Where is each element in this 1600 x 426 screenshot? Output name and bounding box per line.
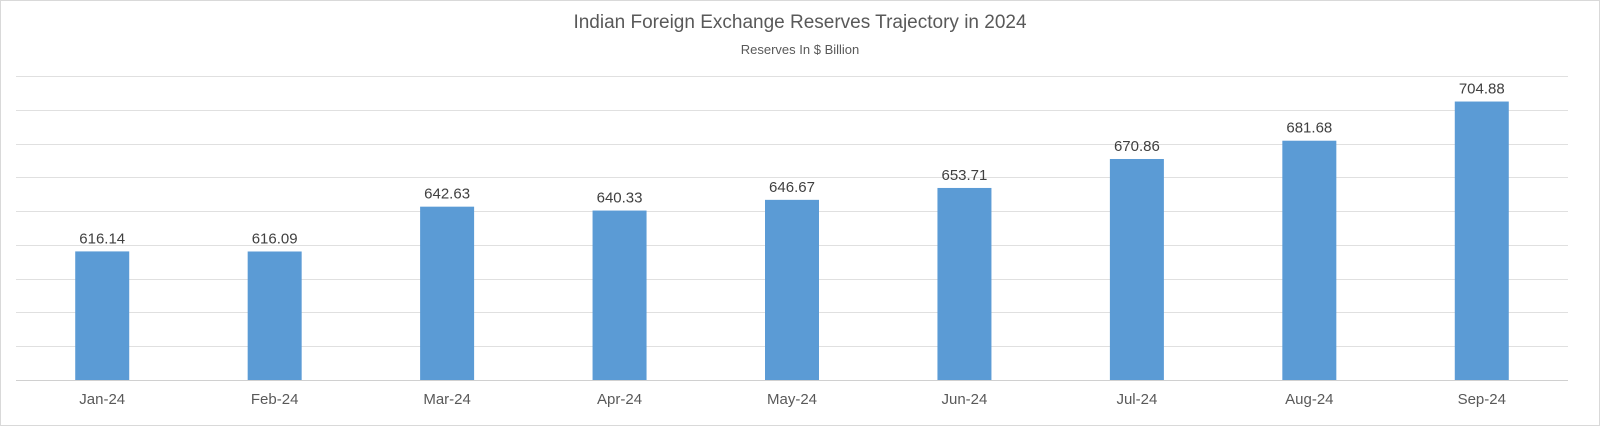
bar-jun-24 — [937, 187, 992, 380]
bar-sep-24 — [1454, 101, 1509, 380]
data-label-sep-24: 704.88 — [1459, 81, 1505, 98]
x-tick-label-jul-24: Jul-24 — [1116, 391, 1157, 408]
bar-aug-24 — [1282, 140, 1337, 380]
x-tick-label-feb-24: Feb-24 — [251, 391, 299, 408]
data-labels: 616.14 616.09 642.63 640.33 646.67 653.71 670.… — [79, 81, 1504, 248]
data-label-aug-24: 681.68 — [1286, 120, 1332, 137]
data-label-apr-24: 640.33 — [597, 190, 643, 207]
x-tick-label-aug-24: Aug-24 — [1285, 391, 1333, 408]
x-tick-label-mar-24: Mar-24 — [423, 391, 471, 408]
bar-feb-24 — [247, 251, 302, 380]
chart-subtitle: Reserves In $ Billion — [740, 42, 860, 57]
bar-mar-24 — [420, 206, 475, 380]
data-label-jul-24: 670.86 — [1114, 138, 1160, 155]
x-tick-label-jan-24: Jan-24 — [79, 391, 125, 408]
data-label-jun-24: 653.71 — [941, 167, 987, 184]
chart-title: Indian Foreign Exchange Reserves Traject… — [573, 12, 1027, 33]
bar-jan-24 — [75, 251, 130, 380]
x-tick-label-may-24: May-24 — [767, 391, 817, 408]
bar-may-24 — [765, 199, 819, 380]
x-tick-label-apr-24: Apr-24 — [597, 391, 642, 408]
bars — [75, 101, 1509, 380]
x-tick-label-jun-24: Jun-24 — [942, 391, 988, 408]
data-label-feb-24: 616.09 — [252, 230, 298, 247]
x-axis-tick-labels: Jan-24 Feb-24 Mar-24 Apr-24 May-24 Jun-24 Jul-… — [79, 391, 1506, 408]
data-label-jan-24: 616.14 — [79, 230, 125, 247]
bar-jul-24 — [1109, 158, 1164, 380]
data-label-may-24: 646.67 — [769, 179, 815, 196]
x-tick-label-sep-24: Sep-24 — [1458, 391, 1506, 408]
bar-apr-24 — [592, 210, 647, 380]
data-label-mar-24: 642.63 — [424, 186, 470, 203]
